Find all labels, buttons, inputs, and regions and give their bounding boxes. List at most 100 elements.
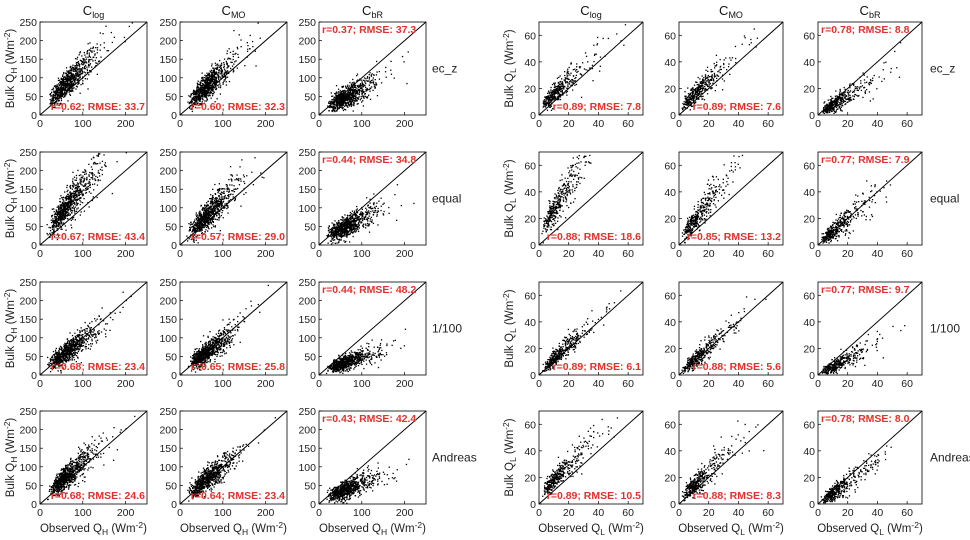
data-point — [87, 201, 89, 204]
data-point — [206, 204, 208, 206]
data-point — [87, 186, 89, 188]
data-point — [62, 92, 64, 95]
data-point — [232, 196, 234, 198]
data-point — [87, 50, 89, 52]
data-point — [337, 238, 339, 241]
data-point — [81, 184, 83, 186]
data-point — [335, 227, 337, 229]
data-point — [73, 208, 76, 210]
data-point — [211, 75, 213, 77]
data-point — [50, 367, 52, 369]
data-point — [205, 209, 207, 211]
data-point — [72, 185, 74, 187]
data-point — [69, 186, 71, 188]
data-point — [350, 96, 353, 98]
data-point — [194, 232, 197, 234]
data-point — [55, 91, 57, 94]
data-point — [331, 229, 333, 231]
data-point — [67, 207, 69, 210]
data-point — [202, 88, 205, 90]
data-point — [72, 64, 74, 66]
data-point — [212, 79, 214, 82]
data-point — [343, 108, 346, 110]
data-point — [334, 242, 336, 244]
data-point — [193, 99, 195, 102]
data-point — [232, 53, 234, 55]
data-point — [78, 197, 81, 199]
data-point — [363, 97, 365, 99]
data-point — [207, 210, 209, 212]
data-point — [206, 87, 208, 89]
data-point — [57, 94, 59, 97]
data-point — [205, 79, 207, 81]
data-point — [116, 161, 118, 163]
data-point — [215, 215, 218, 217]
data-point — [81, 192, 83, 194]
data-point — [360, 85, 362, 87]
data-point — [63, 215, 65, 218]
data-point — [60, 228, 62, 230]
data-point — [341, 222, 343, 224]
data-point — [55, 210, 58, 212]
data-point — [368, 80, 370, 82]
data-point — [91, 168, 93, 171]
data-point — [65, 229, 67, 231]
data-point — [55, 85, 57, 88]
data-point — [231, 174, 233, 176]
data-point — [350, 221, 352, 224]
data-point — [217, 74, 219, 76]
data-point — [338, 221, 340, 223]
data-point — [335, 92, 337, 94]
data-point — [350, 92, 352, 94]
data-point — [54, 219, 57, 221]
data-point — [240, 178, 242, 180]
data-point — [216, 68, 218, 70]
data-point — [98, 60, 101, 62]
data-point — [367, 204, 369, 206]
data-point — [201, 86, 203, 88]
one-to-one-line — [179, 151, 288, 246]
data-point — [340, 91, 342, 93]
data-point — [63, 85, 65, 87]
data-point — [69, 71, 71, 74]
data-point — [76, 193, 78, 196]
y-tick-label: 200 — [159, 36, 177, 48]
data-point — [346, 87, 348, 89]
data-point — [390, 69, 392, 71]
data-point — [220, 62, 223, 64]
data-point — [191, 231, 193, 233]
data-point — [66, 85, 68, 88]
data-point — [55, 93, 57, 95]
data-point — [344, 95, 346, 97]
data-point — [202, 215, 204, 217]
data-point — [236, 46, 238, 49]
data-point — [87, 188, 89, 190]
y-axis-label-sub: H — [9, 198, 19, 204]
data-point — [363, 216, 365, 218]
data-point — [72, 195, 74, 197]
data-point — [361, 217, 364, 219]
data-point — [353, 219, 355, 222]
data-point — [261, 176, 263, 178]
data-point — [66, 207, 69, 209]
data-point — [52, 222, 55, 224]
data-point — [78, 74, 80, 77]
data-point — [223, 207, 226, 209]
data-point — [92, 183, 94, 186]
data-point — [365, 86, 367, 89]
data-point — [88, 52, 90, 54]
data-point — [203, 226, 205, 229]
data-point — [347, 87, 350, 89]
data-point — [60, 90, 62, 92]
data-point — [57, 77, 60, 79]
data-point — [72, 180, 74, 182]
data-point — [351, 95, 354, 98]
data-point — [61, 83, 64, 86]
data-point — [66, 77, 68, 79]
data-point — [90, 177, 92, 179]
data-point — [245, 192, 247, 194]
data-point — [59, 223, 61, 225]
data-point — [97, 154, 99, 156]
data-point — [341, 235, 344, 237]
data-point — [344, 230, 346, 232]
